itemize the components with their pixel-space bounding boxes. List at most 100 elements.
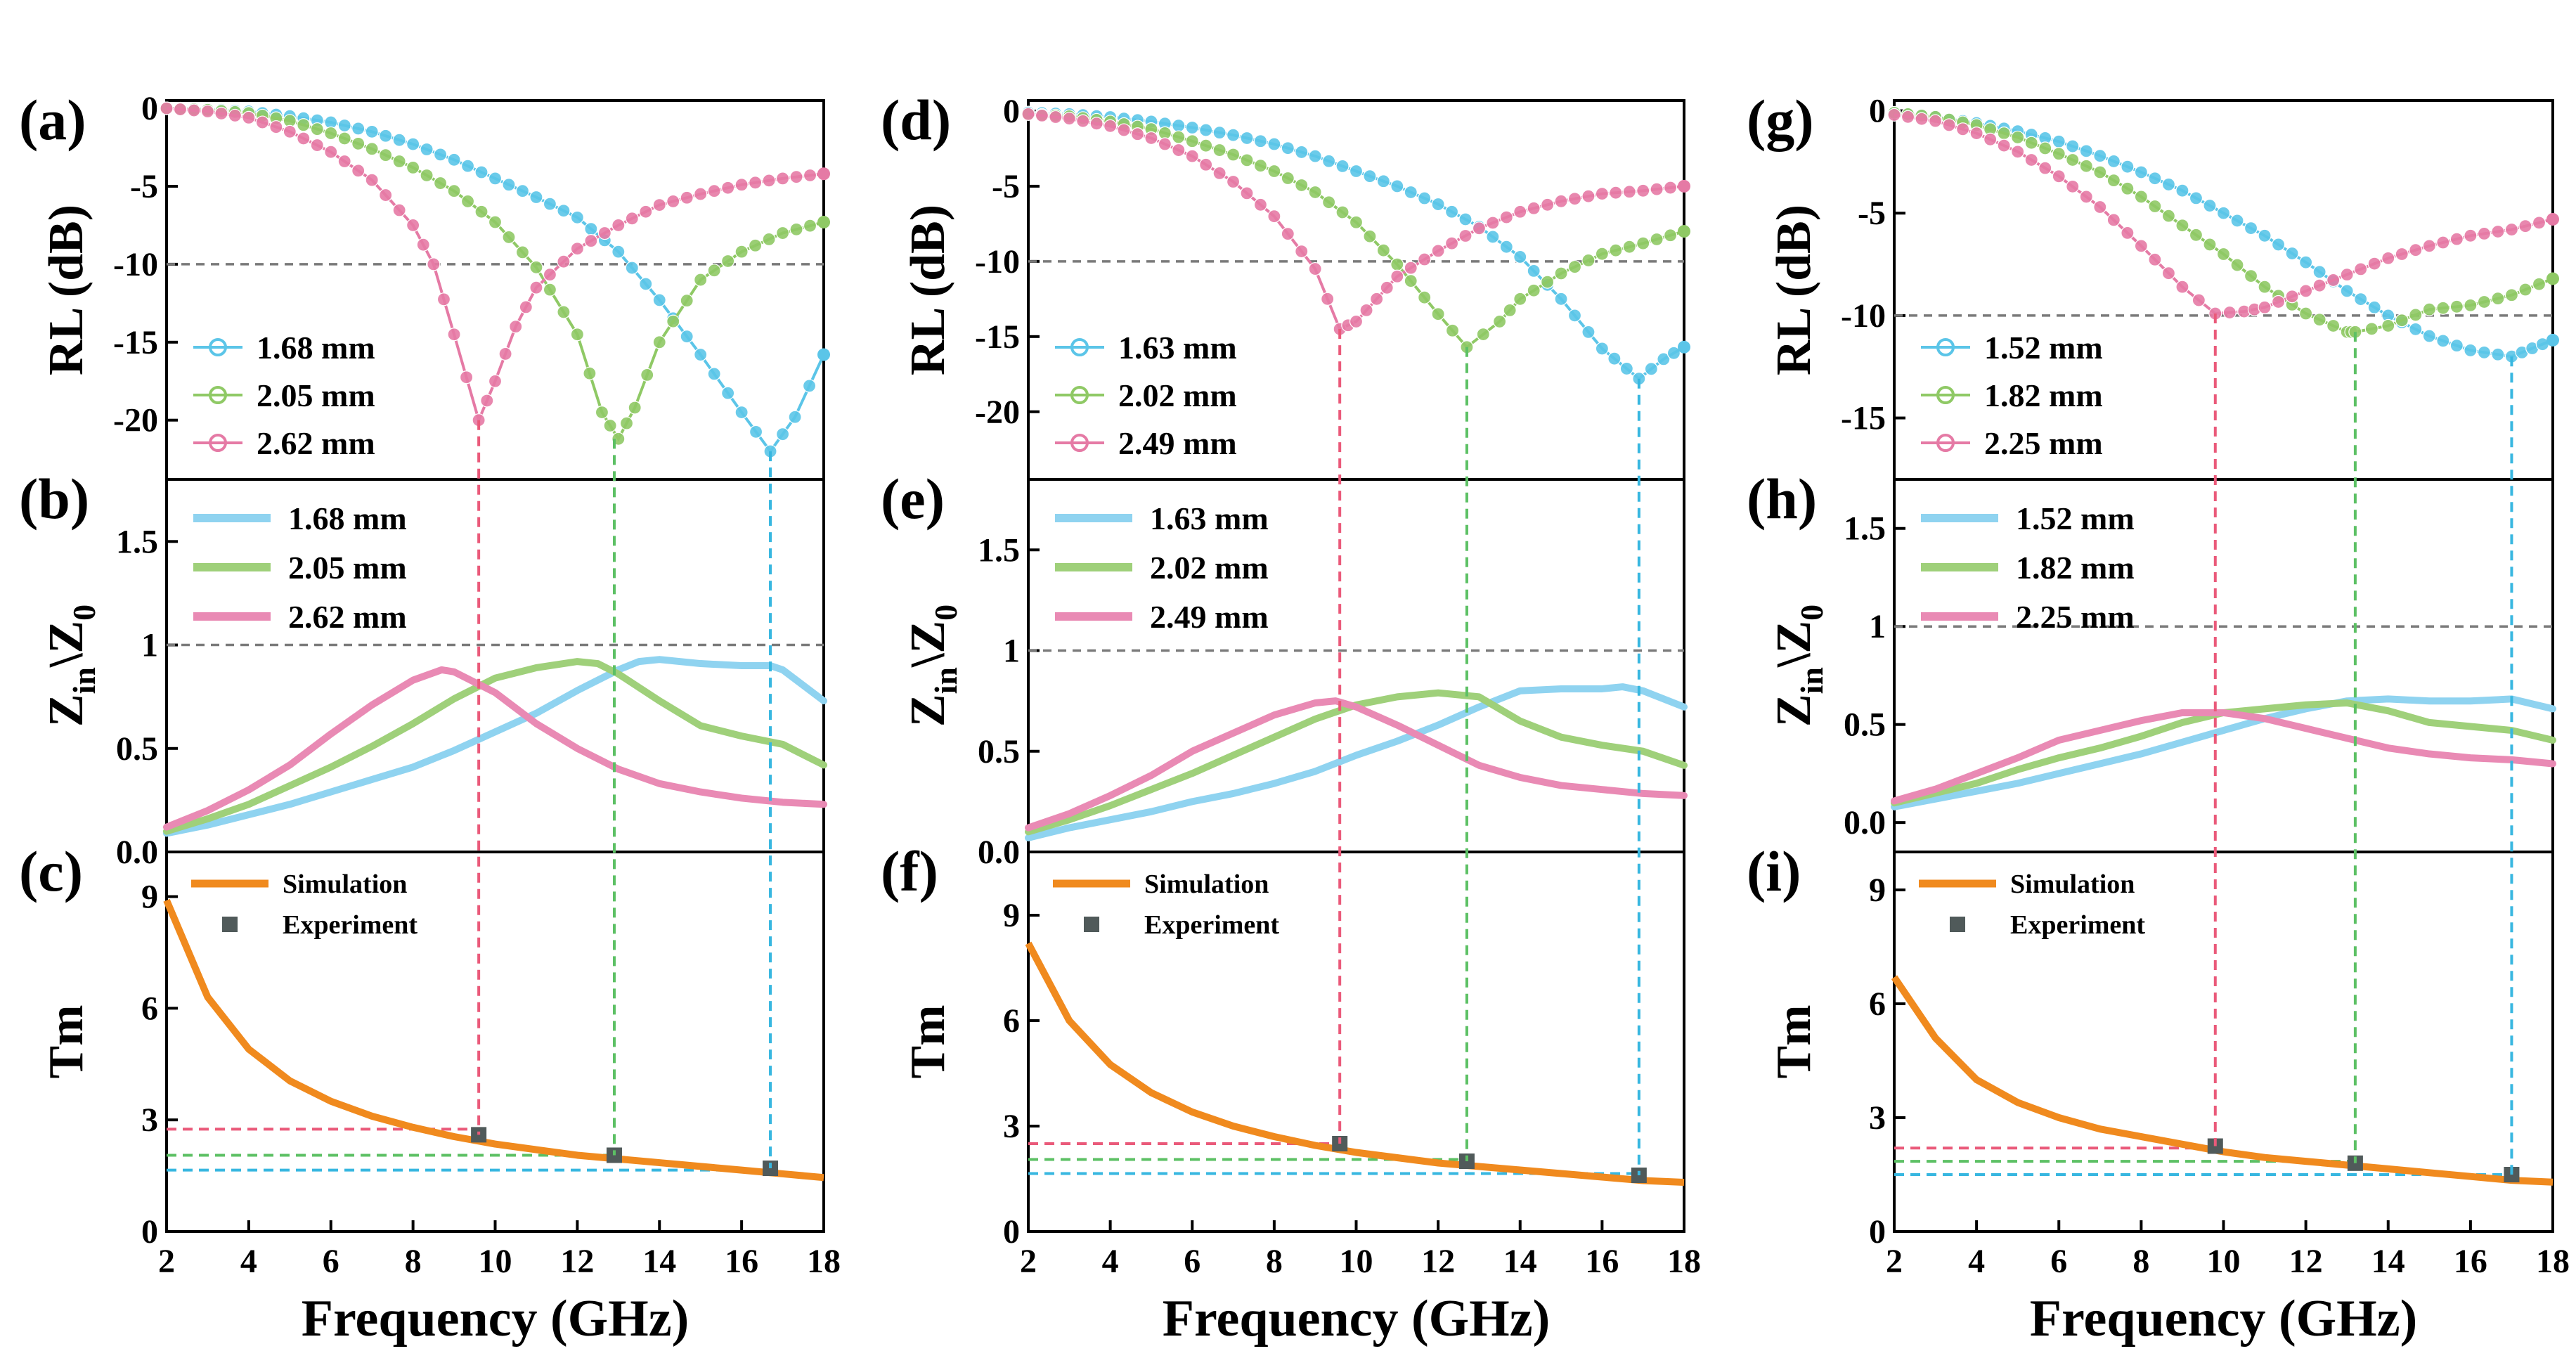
rl-data-point: [1541, 275, 1555, 289]
y-tick-label: 6: [1869, 986, 1886, 1023]
rl-data-point: [474, 205, 488, 219]
rl-data-point: [625, 212, 639, 226]
rl-data-point: [269, 120, 283, 134]
rl-data-point: [529, 190, 543, 205]
y-axis-label: Tm: [1767, 1005, 1821, 1079]
rl-data-point: [1212, 126, 1226, 140]
rl-data-point: [1458, 228, 1473, 243]
x-tick-label: 14: [2371, 1243, 2405, 1280]
rl-line: [1028, 112, 1685, 349]
legend-label: 1.63 mm: [1150, 500, 1269, 536]
rl-data-point: [214, 106, 228, 121]
rl-data-point: [1130, 127, 1145, 141]
rl-data-point: [1595, 342, 1609, 356]
rl-data-point: [2326, 273, 2341, 287]
rl-data-point: [721, 386, 735, 400]
rl-data-point: [406, 137, 420, 151]
rl-data-point: [1295, 245, 1309, 259]
rl-data-point: [2175, 183, 2189, 198]
rl-data-point: [1901, 110, 1915, 124]
rl-data-point: [2436, 301, 2450, 315]
rl-data-point: [2381, 318, 2395, 333]
panel-zin: 0.0 0.5 1 1.5 (e) Zin\Z0: [881, 467, 1685, 871]
y-tick-label: 9: [1003, 897, 1020, 934]
rl-data-point: [2340, 268, 2354, 282]
x-tick-label: 18: [1667, 1243, 1701, 1280]
rl-data-point: [1622, 240, 1636, 254]
rl-data-point: [1928, 114, 1943, 128]
rl-data-point: [1308, 185, 1322, 200]
rl-data-point: [1199, 157, 1213, 172]
rl-data-point: [1295, 178, 1309, 193]
rl-data-point: [597, 226, 611, 240]
rl-data-point: [1404, 185, 1418, 200]
rl-data-point: [628, 401, 642, 415]
rl-data-point: [2011, 130, 2025, 145]
rl-data-point: [749, 425, 763, 439]
legend-label: 1.52 mm: [1984, 330, 2103, 366]
rl-data-point: [2093, 200, 2107, 214]
rl-data-point: [2518, 219, 2532, 233]
rl-data-point: [1513, 205, 1527, 219]
legend-label: 1.63 mm: [1118, 330, 1237, 366]
rl-data-point: [2436, 235, 2450, 250]
rl-data-point: [2175, 280, 2189, 294]
rl-data-point: [1185, 120, 1199, 135]
rl-data-point: [460, 159, 475, 173]
rl-data-point: [1607, 351, 1622, 366]
rl-data-point: [817, 167, 830, 181]
rl-data-point: [543, 197, 557, 211]
rl-data-point: [1267, 209, 1281, 224]
y-tick-label: 0: [1003, 93, 1020, 130]
x-tick-label: 18: [2536, 1243, 2570, 1280]
rl-data-point: [2285, 246, 2299, 261]
rl-data-point: [1595, 187, 1609, 201]
panel-label: (e): [881, 467, 945, 531]
rl-data-point: [694, 187, 708, 201]
y-label-main: Z: [39, 694, 93, 727]
x-tick-label: 16: [2454, 1243, 2487, 1280]
rl-data-point: [788, 410, 802, 424]
rl-data-point: [2134, 190, 2148, 204]
rl-data-point: [1363, 169, 1377, 183]
rl-data-point: [2216, 206, 2231, 220]
rl-data-point: [2066, 139, 2080, 153]
y-tick-label: -15: [113, 324, 158, 361]
legend-label: 2.49 mm: [1118, 425, 1237, 461]
rl-data-point: [603, 418, 617, 433]
panel-label: (h): [1747, 467, 1817, 531]
rl-data-point: [584, 222, 598, 236]
rl-data-point: [433, 176, 448, 190]
y-axis-label: Tm: [901, 1005, 955, 1079]
rl-data-point: [297, 118, 311, 132]
y-label-main: \Z: [39, 621, 93, 668]
y-tick-label: 0: [1869, 1213, 1886, 1251]
y-tick-label: 0: [141, 1213, 158, 1251]
rl-data-point: [297, 131, 311, 146]
rl-data-point: [1887, 108, 1901, 122]
rl-data-point: [1486, 230, 1500, 244]
rl-data-point: [1376, 174, 1390, 188]
tm-simulation-line: [163, 898, 824, 1182]
x-tick-label: 2: [1020, 1243, 1037, 1280]
rl-data-point: [721, 254, 735, 269]
rl-data-point: [543, 283, 557, 297]
rl-data-point: [379, 148, 393, 162]
rl-data-point: [1308, 149, 1322, 163]
y-tick-label: 1: [1869, 608, 1886, 645]
rl-data-point: [707, 184, 721, 198]
rl-data-point: [1349, 164, 1364, 179]
y-tick-label: -5: [1858, 195, 1886, 232]
x-tick-label: 4: [1968, 1243, 1985, 1280]
rl-data-point: [1476, 327, 1490, 342]
rl-data-point: [734, 406, 749, 420]
rl-data-point: [2011, 145, 2025, 159]
rl-data-point: [2052, 147, 2066, 161]
rl-data-point: [2477, 345, 2491, 359]
rl-data-point: [420, 168, 434, 183]
rl-line: [1894, 111, 2554, 358]
rl-data-point: [1554, 266, 1568, 280]
x-tick-label: 4: [240, 1243, 257, 1280]
rl-data-point: [2258, 228, 2272, 243]
rl-data-point: [1554, 194, 1568, 208]
